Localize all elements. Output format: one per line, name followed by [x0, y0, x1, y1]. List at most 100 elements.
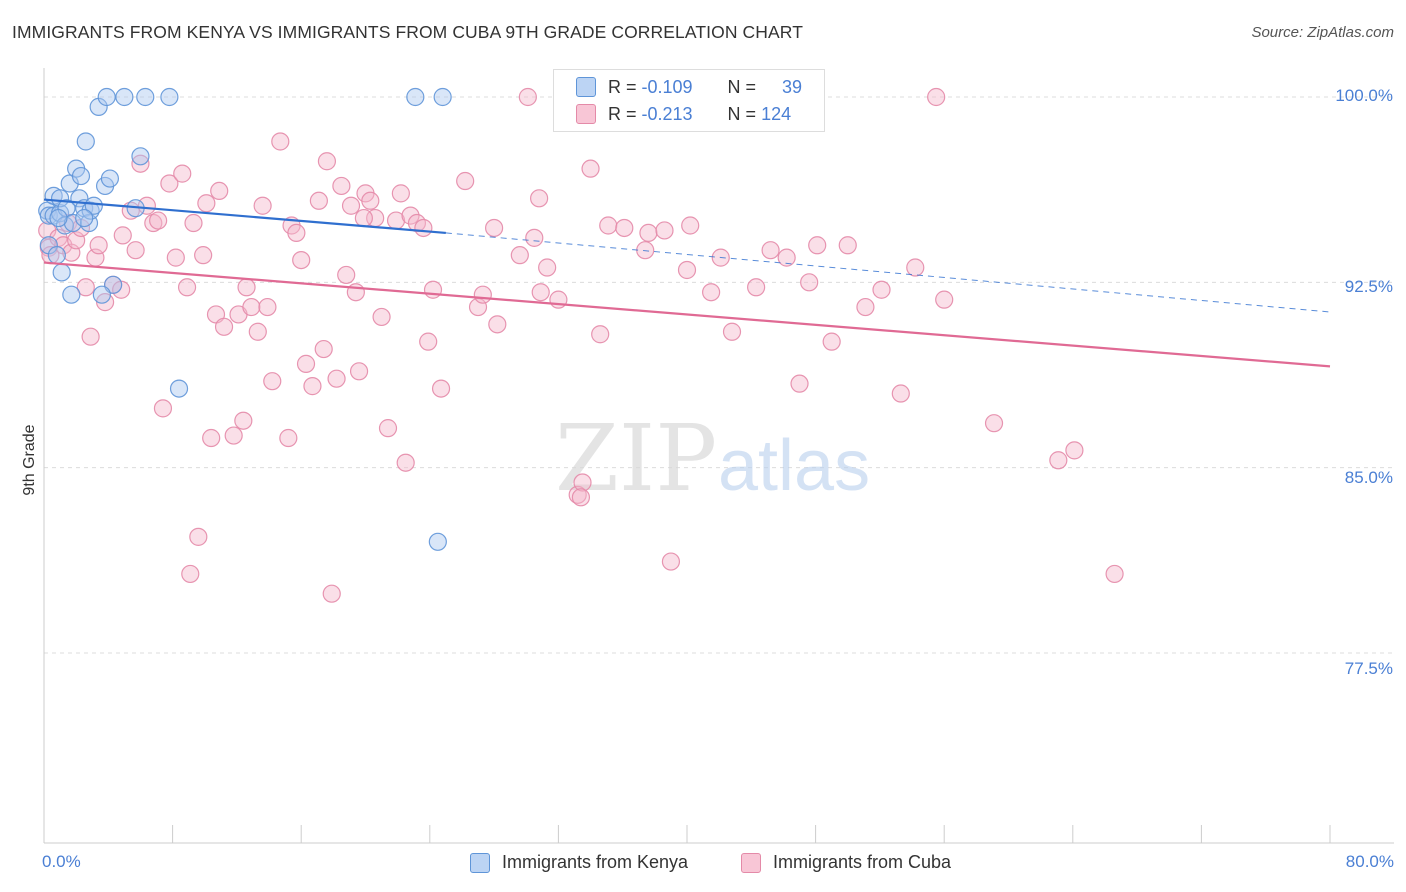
cuba-point-74 — [423, 280, 443, 299]
kenya-points — [38, 87, 452, 551]
cuba-point-40 — [242, 297, 261, 317]
watermark-atlas: atlas — [718, 426, 870, 506]
cuba-point-80 — [488, 315, 507, 334]
cuba-point-50 — [296, 354, 316, 373]
cuba-point-90 — [581, 159, 600, 178]
cuba-point-55 — [322, 584, 341, 603]
cuba-point-116 — [935, 290, 954, 309]
cuba-point-105 — [777, 248, 796, 267]
watermark-zip: ZIP — [555, 405, 717, 512]
cuba-trend-line — [43, 261, 1331, 368]
cuba-point-121 — [571, 488, 591, 507]
cuba-point-52 — [309, 191, 328, 210]
cuba-point-107 — [800, 273, 819, 292]
cuba-point-113 — [891, 384, 910, 403]
legend-kenya-r-value: -0.109 — [641, 76, 693, 97]
trend-lines — [43, 198, 1331, 368]
cuba-point-44 — [263, 372, 282, 391]
cuba-point-53 — [314, 339, 333, 359]
legend-swatch-cuba — [576, 104, 596, 124]
stats-legend: R = -0.109 N = 39 R = -0.213 N = 124 — [553, 69, 825, 132]
kenya-point-34 — [428, 532, 447, 551]
bottom-legend-swatch-kenya — [470, 852, 490, 873]
cuba-point-66 — [378, 419, 398, 438]
cuba-point-18 — [126, 241, 145, 260]
kenya-point-24 — [100, 169, 120, 188]
cuba-point-49 — [292, 250, 311, 270]
legend-row-cuba: R = -0.213 N = 124 — [576, 101, 791, 127]
cuba-point-42 — [253, 196, 272, 215]
bottom-legend-cuba: Immigrants from Cuba — [741, 852, 951, 873]
cuba-point-103 — [747, 278, 766, 297]
cuba-point-68 — [391, 184, 410, 203]
cuba-point-70 — [401, 206, 420, 225]
cuba-point-43 — [258, 297, 277, 317]
kenya-point-8 — [52, 263, 71, 282]
chart-title: IMMIGRANTS FROM KENYA VS IMMIGRANTS FROM… — [12, 22, 803, 42]
bottom-legend-cuba-label: Immigrants from Cuba — [773, 852, 952, 872]
cuba-point-119 — [1065, 441, 1084, 460]
cuba-points — [38, 87, 1124, 603]
legend-cuba-r-value: -0.213 — [641, 103, 693, 124]
cuba-point-45 — [271, 132, 290, 151]
cuba-point-108 — [808, 236, 827, 255]
kenya-point-35 — [75, 208, 94, 228]
legend-swatch-kenya — [576, 77, 596, 97]
cuba-point-79 — [485, 218, 504, 238]
cuba-point-58 — [337, 265, 356, 285]
x-tick-label-min: 0.0% — [42, 852, 81, 871]
y-tick-label-77-5: 77.5% — [1344, 659, 1393, 678]
y-tick-label-92-5: 92.5% — [1344, 277, 1393, 296]
cuba-point-10 — [81, 327, 100, 346]
kenya-point-30 — [160, 87, 179, 107]
kenya-trend-line-extension — [445, 232, 1331, 313]
cuba-point-110 — [838, 236, 857, 255]
kenya-point-7 — [50, 189, 70, 208]
cuba-point-63 — [361, 191, 380, 210]
cuba-point-97 — [661, 552, 681, 571]
cuba-point-94 — [636, 241, 655, 260]
cuba-point-29 — [184, 213, 203, 233]
cuba-point-19 — [131, 154, 150, 173]
cuba-point-46 — [279, 428, 298, 448]
cuba-point-22 — [149, 211, 168, 230]
cuba-point-96 — [655, 221, 674, 240]
grid-lines — [44, 96, 1394, 654]
cuba-point-36 — [224, 426, 243, 445]
cuba-point-9 — [76, 278, 95, 297]
chart-source: Source: ZipAtlas.com — [1251, 24, 1394, 41]
kenya-point-38 — [49, 208, 68, 228]
kenya-point-15 — [71, 166, 91, 186]
cuba-point-123 — [194, 246, 213, 265]
watermark: ZIP atlas — [555, 405, 870, 512]
cuba-point-61 — [349, 362, 369, 381]
legend-kenya-r-label: R = — [608, 76, 637, 97]
cuba-point-111 — [856, 297, 875, 317]
cuba-point-81 — [510, 246, 529, 265]
x-tick-label-max: 80.0% — [1345, 852, 1394, 871]
cuba-point-102 — [722, 322, 742, 341]
cuba-point-69 — [396, 453, 415, 472]
cuba-point-32 — [202, 428, 221, 448]
cuba-point-24 — [160, 174, 179, 193]
cuba-point-15 — [113, 226, 132, 245]
kenya-point-29 — [136, 87, 155, 107]
cuba-point-122 — [354, 208, 373, 228]
cuba-point-95 — [639, 223, 658, 243]
cuba-point-23 — [153, 399, 173, 418]
legend-cuba-r-label: R = — [608, 103, 637, 124]
bottom-legend-kenya: Immigrants from Kenya — [470, 852, 688, 873]
bottom-legend-swatch-cuba — [741, 852, 761, 873]
kenya-point-23 — [97, 87, 116, 107]
cuba-point-38 — [234, 411, 253, 430]
kenya-point-12 — [63, 213, 83, 233]
cuba-point-25 — [166, 248, 185, 267]
axes — [43, 68, 1394, 844]
cuba-point-30 — [189, 527, 208, 546]
legend-cuba-n-label: N = — [727, 103, 757, 124]
kenya-point-32 — [406, 87, 425, 107]
cuba-point-31 — [197, 194, 216, 213]
cuba-point-120 — [1105, 564, 1124, 584]
cuba-point-84 — [530, 189, 549, 208]
cuba-point-78 — [473, 285, 492, 304]
